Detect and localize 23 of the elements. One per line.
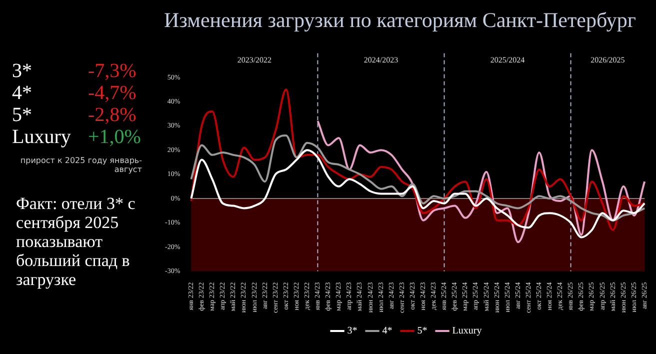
line-series: [190, 149, 646, 238]
line-series: [190, 88, 646, 232]
category-label: 3*: [12, 60, 32, 83]
text: -2,8%: [88, 104, 136, 126]
chart-title: Изменения загрузки по категориям Санкт-Петербург: [163, 8, 637, 33]
text: +1,0%: [88, 126, 141, 148]
category-label: 5*: [12, 104, 32, 127]
legend-label: 4*: [382, 326, 392, 337]
legend-label: Luxury: [452, 326, 482, 337]
legend-label: 5*: [417, 326, 428, 337]
category-label: 4*: [12, 82, 32, 105]
category-label: Luxury: [12, 126, 71, 149]
annotation: 2024/2023: [364, 55, 398, 64]
legend-label: 3*: [347, 326, 358, 337]
text: Факт: отели 3* с сентября 2025 показывают больший спад в загрузке: [16, 194, 136, 289]
text: -7,3%: [88, 60, 136, 82]
text: прирост к 2025 году январь-август: [19, 156, 142, 174]
line-series: [316, 120, 646, 244]
annotation: 2026/2025: [590, 55, 625, 64]
line-series: [190, 134, 646, 222]
text: -4,7%: [88, 82, 136, 104]
annotation: 2023/2022: [237, 55, 272, 64]
annotation: 2025/2024: [490, 55, 525, 64]
